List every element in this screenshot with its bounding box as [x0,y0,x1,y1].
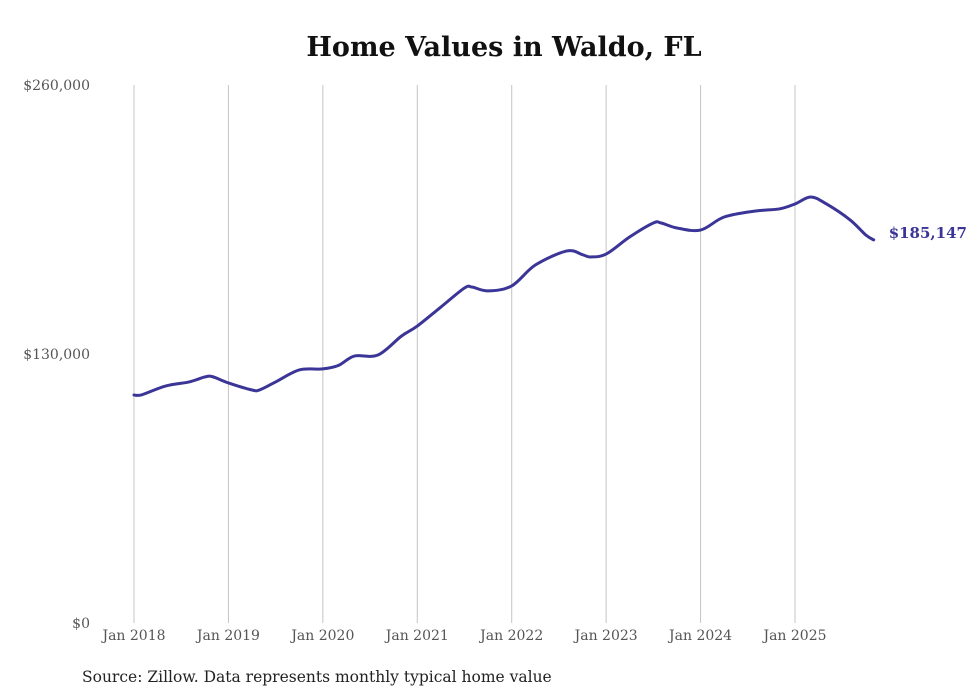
source-note: Source: Zillow. Data represents monthly … [82,668,552,686]
x-tick-label: Jan 2023 [573,628,638,644]
x-tick-label: Jan 2019 [195,628,260,644]
x-tick-label: Jan 2018 [100,628,165,644]
y-tick-label: $0 [72,616,90,632]
x-tick-label: Jan 2025 [761,628,826,644]
y-tick-label: $260,000 [23,78,90,94]
x-tick-label: Jan 2022 [478,628,543,644]
chart-title: Home Values in Waldo, FL [306,32,702,63]
y-tick-label: $130,000 [23,347,90,363]
x-tick-label: Jan 2024 [667,628,732,644]
x-tick-label: Jan 2021 [384,628,449,644]
series-line [132,195,876,397]
end-value-label: $185,147 [889,224,967,242]
x-tick-label: Jan 2020 [289,628,354,644]
